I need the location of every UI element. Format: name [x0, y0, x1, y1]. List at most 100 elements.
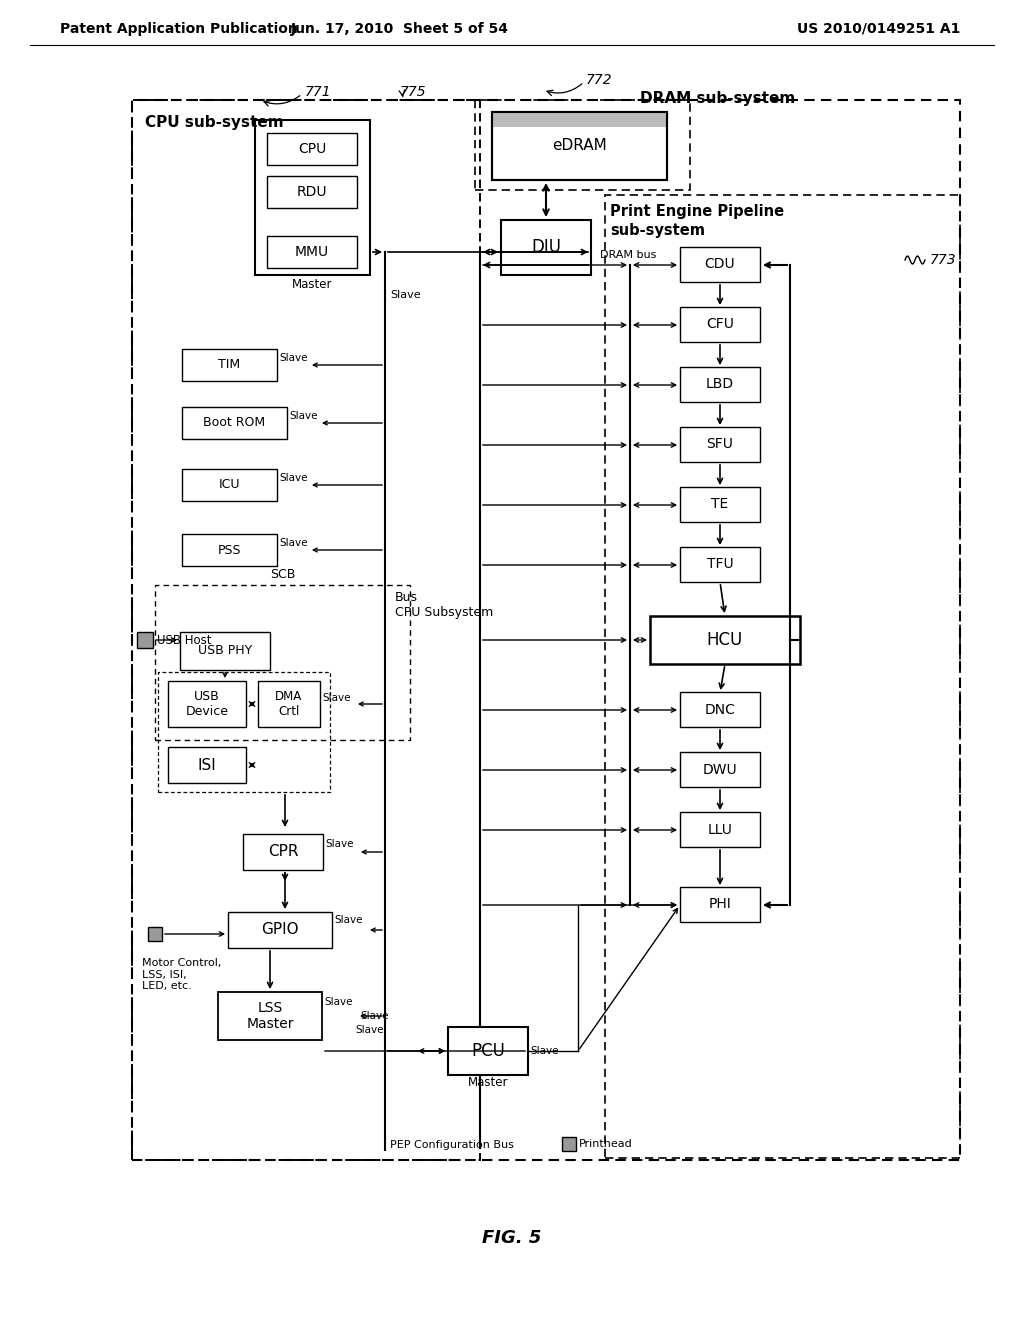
Text: ISI: ISI: [198, 758, 216, 772]
Text: DWU: DWU: [702, 763, 737, 776]
Text: DRAM bus: DRAM bus: [600, 249, 656, 260]
Text: TFU: TFU: [707, 557, 733, 572]
Bar: [182, 535, 278, 566]
Text: Slave: Slave: [289, 411, 317, 421]
Bar: [562, 1137, 575, 1151]
Text: LBD: LBD: [706, 378, 734, 392]
Bar: [218, 993, 322, 1040]
Text: GPIO: GPIO: [261, 923, 299, 937]
Text: Motor Control,
LSS, ISI,
LED, etc.: Motor Control, LSS, ISI, LED, etc.: [142, 958, 221, 991]
Text: PSS: PSS: [218, 544, 242, 557]
Text: CPR: CPR: [267, 845, 298, 859]
Text: USB
Device: USB Device: [185, 690, 228, 718]
Text: PHI: PHI: [709, 898, 731, 912]
Text: Slave: Slave: [279, 352, 307, 363]
Bar: [492, 112, 667, 180]
Bar: [492, 112, 667, 180]
Text: TE: TE: [712, 498, 729, 511]
Text: sub-system: sub-system: [610, 223, 705, 238]
Text: Slave: Slave: [279, 473, 307, 483]
Text: Bus
CPU Subsystem: Bus CPU Subsystem: [395, 591, 494, 619]
Text: ICU: ICU: [219, 479, 241, 491]
Bar: [228, 912, 332, 948]
Text: CDU: CDU: [705, 257, 735, 272]
Bar: [168, 747, 246, 783]
Bar: [255, 120, 370, 275]
Text: Slave: Slave: [279, 539, 307, 548]
Text: Print Engine Pipeline: Print Engine Pipeline: [610, 205, 784, 219]
Text: Boot ROM: Boot ROM: [204, 417, 265, 429]
Text: DMA
Crtl: DMA Crtl: [275, 690, 303, 718]
Bar: [267, 176, 357, 209]
Text: DNC: DNC: [705, 702, 735, 717]
Bar: [267, 133, 357, 165]
Bar: [680, 487, 760, 521]
Bar: [501, 220, 591, 275]
Text: CPU sub-system: CPU sub-system: [145, 115, 284, 129]
Bar: [449, 1027, 528, 1074]
Bar: [158, 672, 330, 792]
Text: Slave: Slave: [334, 915, 362, 925]
Text: CFU: CFU: [707, 318, 734, 331]
Text: Slave: Slave: [324, 997, 352, 1007]
Text: 771: 771: [305, 84, 332, 99]
Text: FIG. 5: FIG. 5: [482, 1229, 542, 1247]
Text: CPU: CPU: [298, 143, 326, 156]
Text: SCB: SCB: [269, 568, 295, 581]
Bar: [132, 100, 961, 1160]
Bar: [650, 616, 800, 664]
Bar: [680, 546, 760, 582]
Text: Slave: Slave: [360, 1011, 388, 1020]
Text: eDRAM: eDRAM: [552, 139, 607, 153]
Text: Patent Application Publication: Patent Application Publication: [60, 22, 298, 36]
Text: PEP Configuration Bus: PEP Configuration Bus: [390, 1140, 514, 1150]
Bar: [267, 236, 357, 268]
Text: HCU: HCU: [707, 631, 743, 649]
Text: Slave: Slave: [355, 1026, 384, 1035]
Text: 775: 775: [400, 84, 427, 99]
Text: Slave: Slave: [325, 840, 353, 849]
Text: 772: 772: [586, 73, 612, 87]
Text: LSS
Master: LSS Master: [246, 1001, 294, 1031]
Text: USB PHY: USB PHY: [198, 644, 252, 657]
Bar: [182, 407, 287, 440]
Bar: [155, 585, 410, 741]
Text: US 2010/0149251 A1: US 2010/0149251 A1: [797, 22, 961, 36]
Bar: [492, 112, 667, 127]
Bar: [475, 100, 690, 190]
Text: DRAM sub-system: DRAM sub-system: [640, 91, 796, 106]
Text: SFU: SFU: [707, 437, 733, 451]
Bar: [680, 887, 760, 921]
Bar: [258, 681, 319, 727]
Text: MMU: MMU: [295, 246, 329, 259]
Text: 773: 773: [930, 253, 956, 267]
Bar: [182, 469, 278, 502]
Bar: [148, 927, 162, 941]
Bar: [132, 100, 480, 1160]
Bar: [680, 426, 760, 462]
Text: USB Host: USB Host: [157, 634, 212, 647]
Bar: [182, 348, 278, 381]
Text: Printhead: Printhead: [579, 1139, 633, 1148]
Text: DIU: DIU: [531, 239, 561, 256]
Bar: [680, 812, 760, 847]
Bar: [680, 692, 760, 727]
Bar: [168, 681, 246, 727]
Bar: [680, 247, 760, 282]
Text: RDU: RDU: [297, 185, 328, 199]
Bar: [132, 100, 480, 1160]
Text: Jun. 17, 2010  Sheet 5 of 54: Jun. 17, 2010 Sheet 5 of 54: [291, 22, 509, 36]
Bar: [680, 367, 760, 403]
Text: Slave: Slave: [530, 1045, 558, 1056]
Bar: [605, 195, 961, 1158]
Text: PCU: PCU: [471, 1041, 505, 1060]
Text: LLU: LLU: [708, 822, 732, 837]
Text: TIM: TIM: [218, 359, 241, 371]
Bar: [180, 632, 270, 671]
Text: Slave: Slave: [390, 290, 421, 300]
Text: Master: Master: [468, 1077, 508, 1089]
Text: Master: Master: [292, 279, 333, 292]
Text: Slave: Slave: [322, 693, 350, 704]
Bar: [243, 834, 323, 870]
Bar: [680, 308, 760, 342]
